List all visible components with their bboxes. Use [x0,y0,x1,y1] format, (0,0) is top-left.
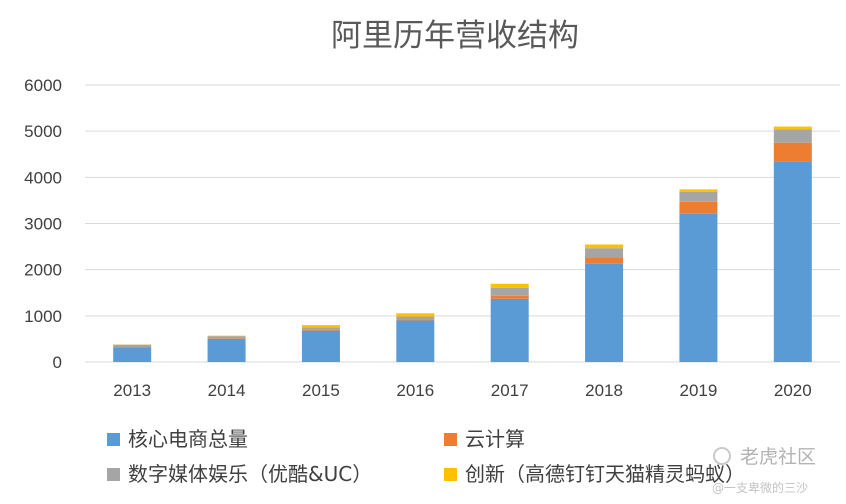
tiger-logo-icon [713,447,731,465]
legend-swatch [444,468,457,481]
bar-segment [113,347,152,362]
bar-segment [301,327,340,330]
bar-segment [773,129,812,143]
x-tick-label: 2016 [396,381,434,400]
bar-segment [113,344,152,347]
watermark-brand: 老虎社区 [740,446,816,468]
x-tick-label: 2015 [302,381,340,400]
y-axis-ticks: 0 1000 2000 3000 4000 5000 6000 [24,76,62,372]
bar-segment [207,338,246,362]
bar-segment [396,320,435,362]
chart-title: 阿里历年营收结构 [331,18,579,54]
bar-segment [679,213,718,362]
x-tick-label: 2014 [208,381,246,400]
bar-segment [585,244,624,249]
x-tick-label: 2020 [774,381,812,400]
bar-segment [490,295,529,299]
x-tick-label: 2019 [680,381,718,400]
legend-swatch [444,433,457,446]
watermark-user: @一支卑微的三沙 [712,480,808,495]
bar-segment [207,336,246,339]
bar-segment [585,263,624,362]
legend-label: 核心电商总量 [128,427,248,451]
y-tick-label: 5000 [24,122,62,141]
y-tick-label: 1000 [24,307,62,326]
bar-segment [490,287,529,296]
legend-label: 创新（高德钉钉天猫精灵蚂蚁） [465,462,745,486]
y-tick-label: 4000 [24,168,62,187]
bar-segment [490,283,529,288]
bar-segment [679,201,718,214]
bar-segment [679,191,718,202]
y-tick-label: 6000 [24,76,62,95]
bar-segment [396,313,435,317]
bars [113,126,812,362]
x-tick-label: 2018 [585,381,623,400]
legend-swatch [107,433,120,446]
bar-segment [679,189,718,192]
legend-label: 云计算 [465,427,525,451]
bar-segment [773,142,812,162]
bar-segment [301,329,340,331]
bar-segment [301,325,340,328]
bar-segment [396,319,435,321]
bar-segment [773,126,812,130]
x-axis-ticks: 2013 2014 2015 2016 2017 2018 2019 2020 [113,381,811,400]
bar-segment [490,298,529,362]
bar-segment [396,316,435,320]
y-tick-label: 0 [53,353,62,372]
y-tick-label: 3000 [24,215,62,234]
bar-segment [585,257,624,264]
y-tick-label: 2000 [24,261,62,280]
legend-swatch [107,468,120,481]
bar-segment [301,330,340,362]
x-tick-label: 2017 [491,381,529,400]
gridlines [85,84,840,363]
legend-label: 数字媒体娱乐（优酷&UC） [128,462,372,486]
bar-segment [585,248,624,258]
bar-segment [773,161,812,362]
watermark: 老虎社区 @一支卑微的三沙 [712,446,816,495]
x-tick-label: 2013 [113,381,151,400]
